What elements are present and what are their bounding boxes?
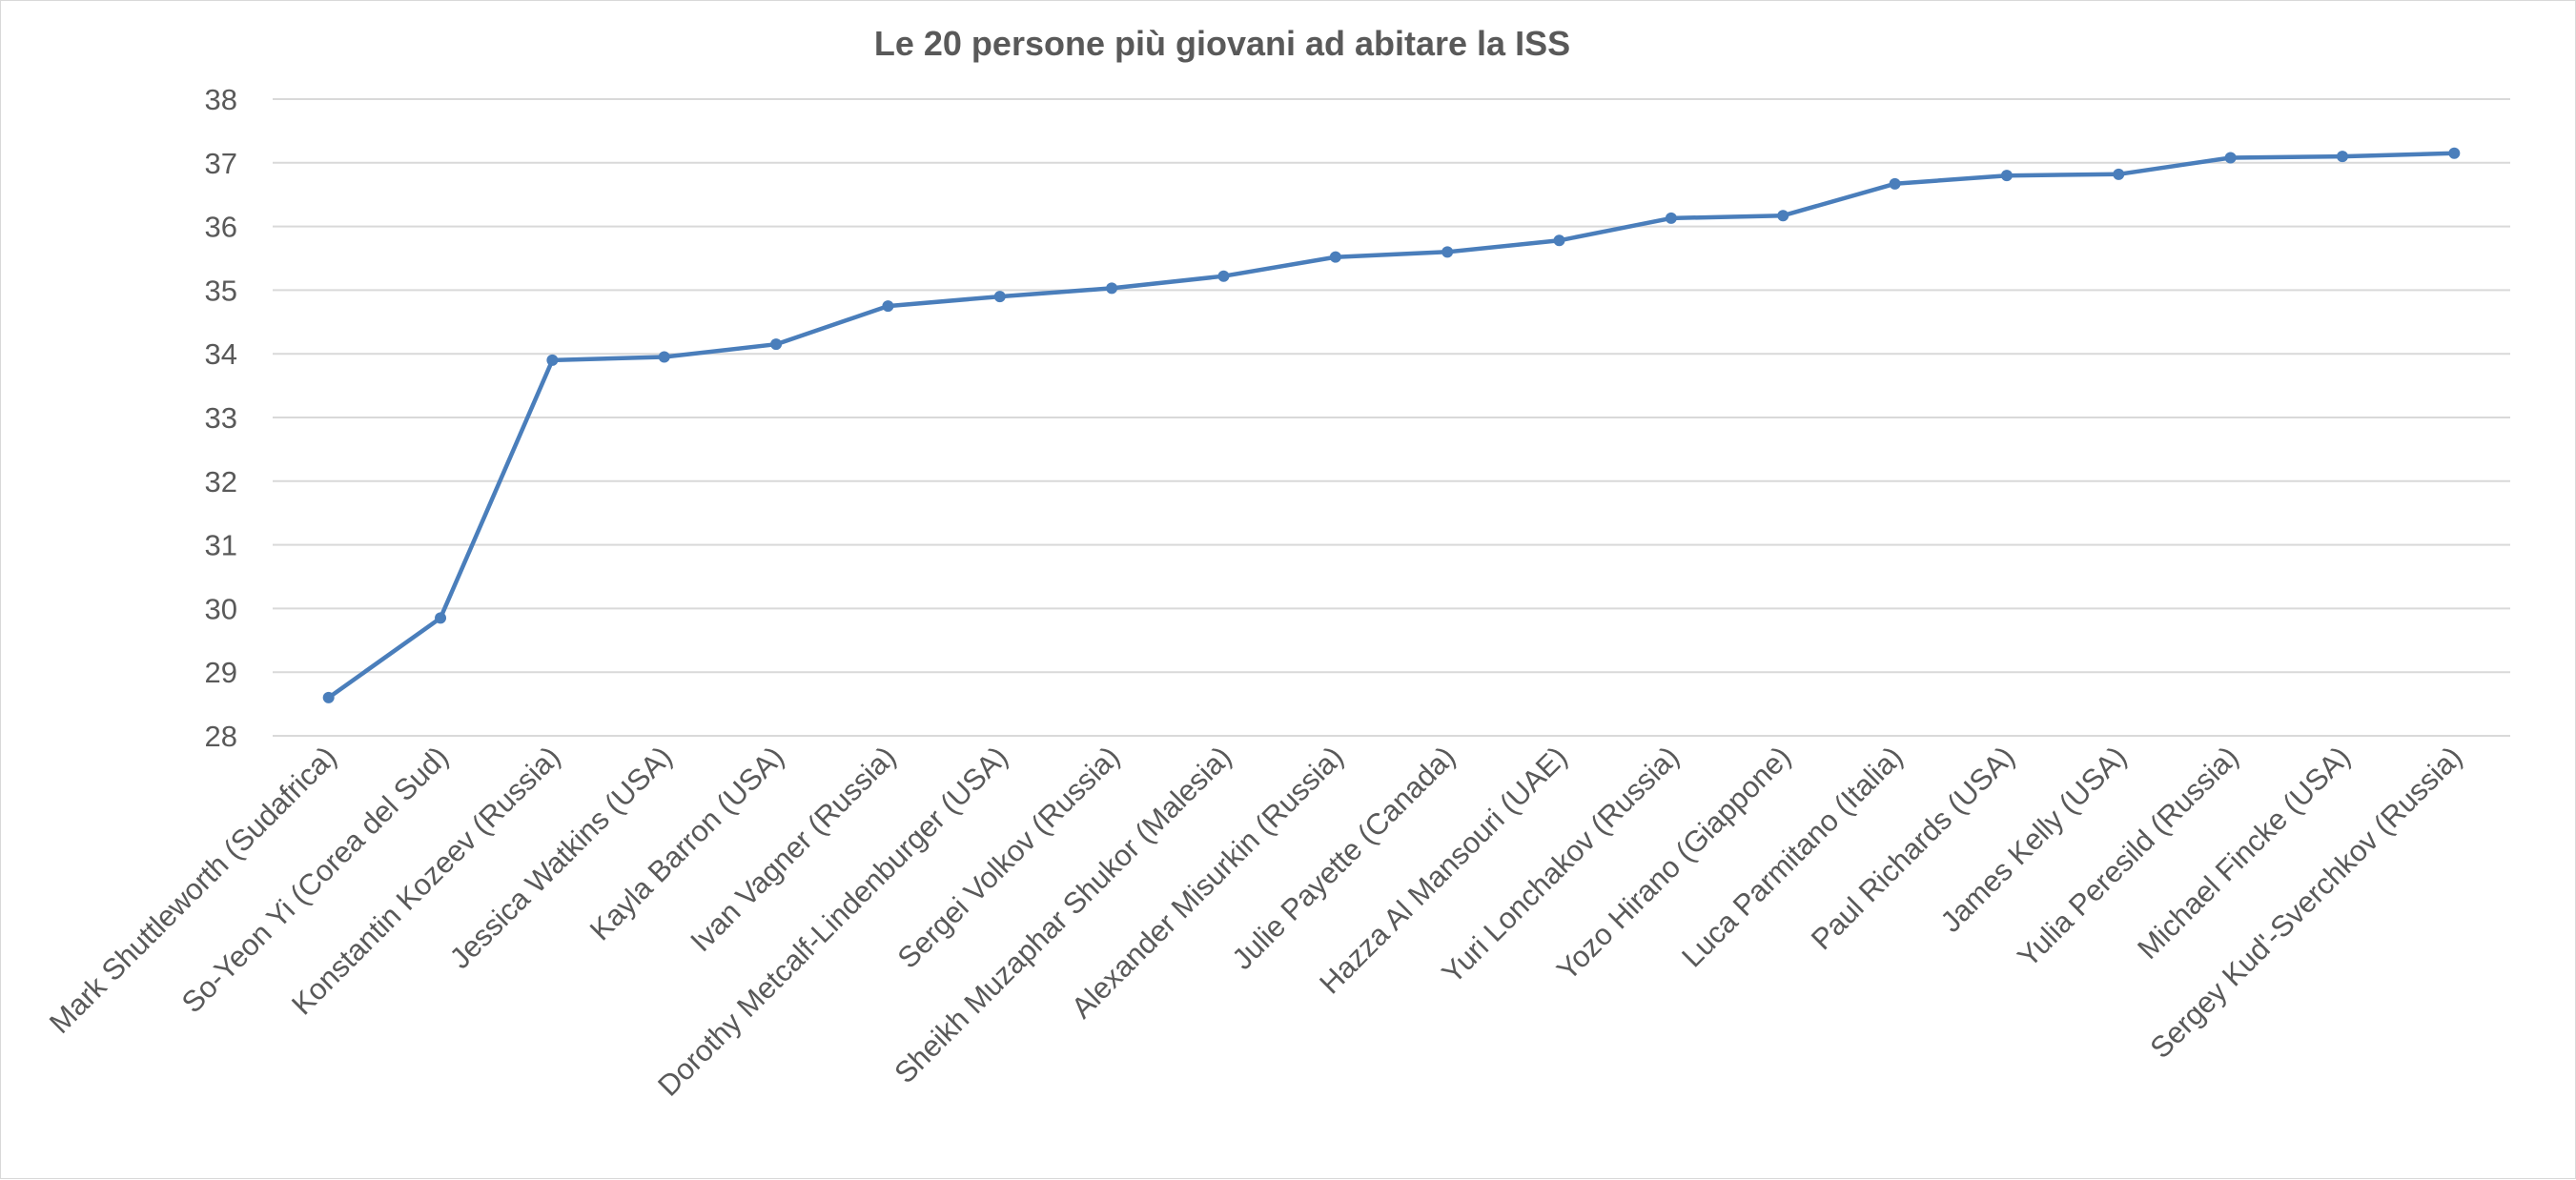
data-point bbox=[2113, 168, 2125, 180]
data-point bbox=[322, 691, 335, 703]
y-tick-label: 31 bbox=[205, 529, 237, 562]
y-tick-label: 38 bbox=[205, 83, 237, 116]
x-tick-label: Ivan Vagner (Russia) bbox=[684, 740, 902, 958]
data-point bbox=[1329, 251, 1341, 263]
data-point bbox=[658, 351, 670, 363]
data-point bbox=[1553, 234, 1565, 247]
x-tick-label: James Kelly (USA) bbox=[1934, 740, 2134, 939]
data-point bbox=[1441, 246, 1454, 258]
x-tick-label: Jessica Watkins (USA) bbox=[443, 740, 679, 975]
data-point bbox=[1106, 282, 1118, 295]
x-tick-label: Kayla Barron (USA) bbox=[583, 740, 790, 946]
data-point bbox=[2336, 151, 2348, 163]
data-point bbox=[435, 612, 447, 624]
data-point bbox=[2448, 147, 2461, 159]
y-tick-label: 32 bbox=[205, 465, 237, 498]
data-point bbox=[2000, 170, 2013, 182]
data-point bbox=[882, 300, 894, 313]
x-tick-label: Michael Fincke (USA) bbox=[2131, 740, 2357, 966]
x-axis: Mark Shuttleworth (Sudafrica)So-Yeon Yi … bbox=[43, 740, 2468, 1103]
data-point bbox=[1777, 210, 1789, 222]
data-point bbox=[1889, 177, 1901, 190]
x-tick-label: Luca Parmitano (Italia) bbox=[1675, 740, 1909, 973]
series bbox=[322, 147, 2461, 703]
y-axis: 28 29 30 31 32 33 34 35 36 37 38 bbox=[205, 83, 237, 753]
series-line bbox=[327, 151, 2455, 700]
y-tick-label: 36 bbox=[205, 211, 237, 244]
data-point bbox=[1217, 270, 1230, 282]
y-tick-label: 34 bbox=[205, 337, 237, 371]
y-tick-label: 35 bbox=[205, 274, 237, 307]
data-point bbox=[1665, 212, 1677, 224]
chart-title: Le 20 persone più giovani ad abitare la … bbox=[874, 24, 1570, 63]
y-tick-label: 30 bbox=[205, 592, 237, 625]
data-point bbox=[2224, 152, 2237, 164]
data-point bbox=[546, 354, 559, 366]
x-tick-label: Yozo Hirano (Giappone) bbox=[1550, 740, 1797, 987]
x-tick-label: Paul Richards (USA) bbox=[1805, 740, 2021, 956]
y-tick-label: 29 bbox=[205, 656, 237, 689]
gridlines bbox=[273, 98, 2510, 737]
y-tick-label: 37 bbox=[205, 147, 237, 180]
x-tick-label: Yulia Peresild (Russia) bbox=[2011, 740, 2244, 973]
x-tick-label: Sergei Volkov (Russia) bbox=[891, 740, 1126, 974]
y-tick-label: 33 bbox=[205, 401, 237, 435]
data-point bbox=[993, 291, 1006, 303]
x-tick-label: Julie Payette (Canada) bbox=[1225, 740, 1462, 976]
y-tick-label: 28 bbox=[205, 720, 237, 753]
data-point bbox=[770, 338, 783, 351]
